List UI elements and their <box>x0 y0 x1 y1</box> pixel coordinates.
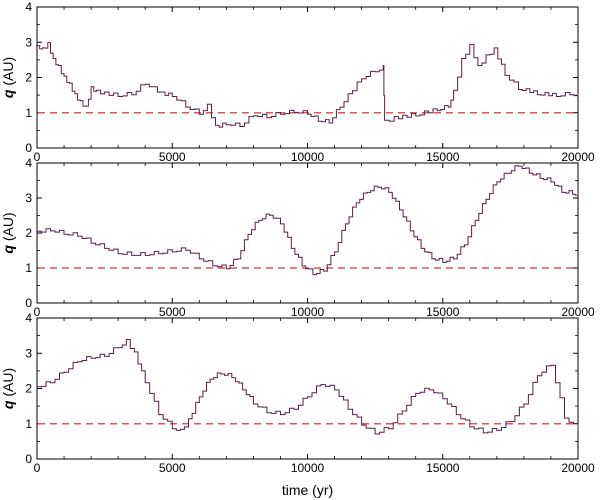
y-tick-label: 1 <box>25 106 32 120</box>
x-tick-label: 5000 <box>159 150 186 164</box>
y-axis-label: q (AU) <box>0 57 16 98</box>
x-tick-label: 20000 <box>561 461 595 475</box>
y-tick-label: 4 <box>25 0 32 14</box>
plot-frame <box>36 6 579 149</box>
panel-1: 0 1 2 3 4 q (AU) 0 5000 10000 15000 20000 <box>0 0 595 164</box>
x-tick-label: 20000 <box>561 305 595 319</box>
x-tick-label: 15000 <box>426 305 460 319</box>
y-axis-symbol: q <box>0 245 16 254</box>
x-tick-label: 15000 <box>426 461 460 475</box>
y-tick-label: 2 <box>25 382 32 396</box>
y-tick-label: 0 <box>25 452 32 466</box>
x-tick-label: 15000 <box>426 150 460 164</box>
panel-2: 0 1 2 3 4 q (AU) 0 5000 10000 15000 20000 <box>0 156 595 319</box>
x-axis-label: time (yr) <box>282 482 333 498</box>
x-tick-label: 10000 <box>291 305 325 319</box>
y-tick-label: 0 <box>25 141 32 155</box>
y-tick-label: 4 <box>25 156 32 170</box>
y-tick-label: 3 <box>25 35 32 49</box>
y-axis-label: q (AU) <box>0 212 16 253</box>
y-tick-label: 3 <box>25 191 32 205</box>
panel-3: 0 1 2 3 4 q (AU) 0 5000 10000 15000 20000 <box>0 311 595 475</box>
x-tick-label: 5000 <box>159 305 186 319</box>
x-tick-label: 0 <box>34 461 41 475</box>
series-line-1 <box>37 339 579 435</box>
y-axis-unit: (AU) <box>0 57 16 90</box>
y-axis-unit: (AU) <box>0 368 16 401</box>
x-tick-label: 10000 <box>291 461 325 475</box>
y-axis-symbol: q <box>0 89 16 98</box>
x-tick-label: 20000 <box>561 150 595 164</box>
y-tick-label: 2 <box>25 226 32 240</box>
y-tick-label: 0 <box>25 296 32 310</box>
y-axis-label: q (AU) <box>0 368 16 409</box>
y-tick-label: 4 <box>25 311 32 325</box>
x-tick-label: 0 <box>34 150 41 164</box>
y-tick-label: 1 <box>25 417 32 431</box>
y-axis-unit: (AU) <box>0 212 16 245</box>
x-tick-label: 0 <box>34 305 41 319</box>
series-line-1 <box>37 42 579 128</box>
x-tick-label: 5000 <box>159 461 186 475</box>
y-tick-label: 3 <box>25 346 32 360</box>
plot-frame <box>36 317 579 460</box>
series-line-1 <box>37 165 579 276</box>
x-tick-label: 10000 <box>291 150 325 164</box>
y-tick-label: 1 <box>25 261 32 275</box>
y-tick-label: 2 <box>25 71 32 85</box>
y-axis-symbol: q <box>0 400 16 409</box>
